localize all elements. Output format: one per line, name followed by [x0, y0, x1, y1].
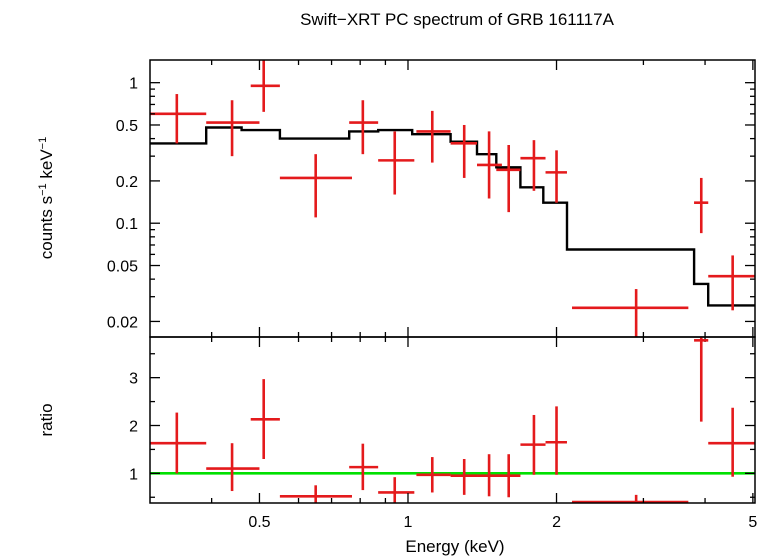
x-tick-label-2: 1 — [404, 514, 413, 531]
chart-title: Swift−XRT PC spectrum of GRB 161117A — [300, 10, 615, 29]
ratio-point-14 — [694, 337, 709, 422]
ratio-y-axis-label: ratio — [37, 403, 56, 436]
spectrum-y-tick-label-1: 1 — [129, 76, 138, 93]
spectrum-y-tick-label-3: 0.2 — [116, 174, 138, 191]
spectrum-point-5 — [349, 100, 379, 155]
x-axis-label: Energy (keV) — [405, 537, 504, 556]
x-tick-label-1: 0.5 — [248, 514, 270, 531]
ratio-point-6 — [378, 477, 415, 503]
spectrum-point-9 — [477, 131, 502, 199]
ratio-panel-frame — [149, 336, 756, 504]
ratio-point-3 — [250, 379, 280, 459]
spectrum-point-6 — [378, 131, 415, 195]
ratio-point-5 — [349, 443, 379, 491]
ratio-point-11 — [520, 414, 546, 475]
spectrum-point-10 — [496, 145, 521, 213]
ratio-point-2 — [206, 443, 260, 492]
spectrum-point-14 — [694, 177, 709, 234]
ratio-y-tick-label-3: 3 — [129, 371, 138, 388]
spectrum-point-11 — [520, 140, 546, 191]
ratio-y-tick-label-2: 2 — [129, 419, 138, 436]
ratio-panel: 1 2 3 0.5 1 2 5 — [129, 336, 757, 531]
ratio-point-15 — [708, 407, 755, 477]
spectrum-point-7 — [416, 110, 451, 163]
spectrum-y-tick-label-6: 0.02 — [107, 314, 138, 331]
ratio-y-tick-labels: 1 2 3 — [129, 371, 138, 484]
spectrum-point-2 — [206, 100, 260, 157]
ratio-data-points — [150, 337, 755, 504]
spectrum-point-12 — [545, 150, 567, 203]
spectrum-point-8 — [450, 124, 478, 178]
x-tick-label-3: 2 — [552, 514, 561, 531]
spectrum-y-tick-label-4: 0.1 — [116, 216, 138, 233]
spectrum-point-15 — [708, 255, 755, 311]
ratio-point-7 — [416, 457, 451, 493]
ratio-point-1 — [150, 412, 207, 474]
ratio-y-tick-label-1: 1 — [129, 466, 138, 483]
spectrum-data-points — [150, 60, 755, 337]
spectrum-point-1 — [150, 94, 207, 144]
ratio-point-10 — [496, 454, 521, 498]
spectrum-point-13 — [572, 289, 689, 337]
ratio-axis-ticks — [150, 353, 755, 503]
spectrum-point-4 — [279, 154, 352, 218]
ratio-point-8 — [450, 458, 478, 495]
x-tick-labels: 0.5 1 2 5 — [248, 514, 757, 531]
x-tick-label-4: 5 — [748, 514, 757, 531]
ratio-point-13 — [572, 494, 689, 504]
spectrum-y-axis-label: counts s−1 keV−1 — [37, 137, 56, 259]
ratio-point-12 — [545, 406, 567, 475]
spectrum-y-tick-labels: 1 0.5 0.2 0.1 0.05 0.02 — [107, 76, 138, 332]
ratio-point-4 — [279, 485, 352, 503]
spectrum-point-3 — [250, 60, 280, 112]
spectrum-y-tick-label-2: 0.5 — [116, 118, 138, 135]
spectrum-y-tick-label-5: 0.05 — [107, 259, 138, 276]
spectrum-panel: 1 0.5 0.2 0.1 0.05 0.02 — [107, 59, 756, 347]
